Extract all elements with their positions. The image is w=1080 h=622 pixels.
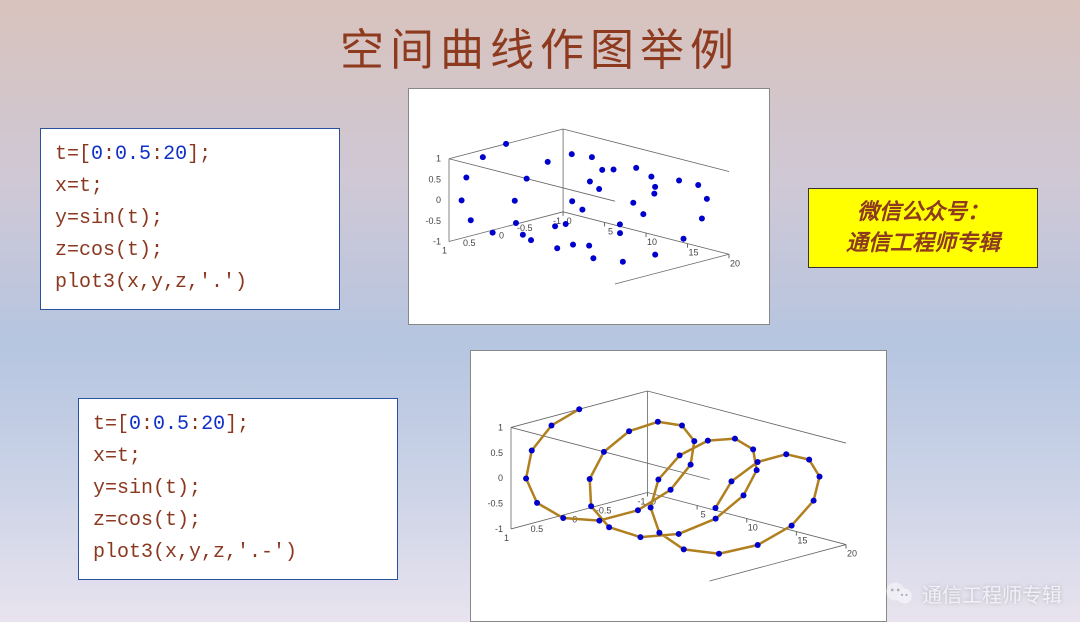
- figure-line: 05101520-1-0.500.51-1-0.500.51: [470, 350, 887, 622]
- svg-text:15: 15: [797, 536, 807, 546]
- code-block-2: t=[0:0.5:20];x=t;y=sin(t);z=cos(t);plot3…: [78, 398, 398, 580]
- svg-text:0.5: 0.5: [531, 524, 544, 534]
- svg-text:5: 5: [701, 510, 706, 520]
- line-svg: 05101520-1-0.500.51-1-0.500.51: [471, 351, 886, 621]
- svg-text:20: 20: [847, 549, 857, 559]
- svg-text:-1: -1: [495, 524, 503, 534]
- svg-text:0.5: 0.5: [463, 238, 476, 248]
- badge-line1: 微信公众号：: [823, 197, 1023, 228]
- svg-text:1: 1: [442, 246, 447, 256]
- badge-line2: 通信工程师专辑: [823, 228, 1023, 259]
- svg-text:0: 0: [499, 231, 504, 241]
- slide-title: 空间曲线作图举例: [0, 14, 1080, 78]
- svg-text:0: 0: [436, 195, 441, 205]
- scatter-svg: 05101520-1-0.500.51-1-0.500.51: [409, 89, 769, 324]
- svg-text:10: 10: [647, 237, 657, 247]
- svg-text:0.5: 0.5: [428, 174, 441, 184]
- watermark: 通信工程师专辑: [884, 578, 1062, 608]
- svg-text:-0.5: -0.5: [487, 499, 503, 509]
- watermark-text: 通信工程师专辑: [922, 579, 1062, 608]
- slide: 空间曲线作图举例 t=[0:0.5:20];x=t;y=sin(t);z=cos…: [0, 0, 1080, 622]
- svg-text:0.5: 0.5: [490, 448, 503, 458]
- svg-text:20: 20: [730, 258, 740, 268]
- svg-text:5: 5: [608, 226, 613, 236]
- wechat-icon: [884, 578, 914, 608]
- svg-text:10: 10: [748, 523, 758, 533]
- svg-text:1: 1: [498, 422, 503, 432]
- svg-text:15: 15: [689, 248, 699, 258]
- svg-text:1: 1: [436, 154, 441, 164]
- svg-text:-0.5: -0.5: [425, 216, 441, 226]
- svg-text:-0.5: -0.5: [517, 223, 533, 233]
- svg-text:0: 0: [498, 473, 503, 483]
- code-block-1: t=[0:0.5:20];x=t;y=sin(t);z=cos(t);plot3…: [40, 128, 340, 310]
- svg-text:1: 1: [504, 533, 509, 543]
- wechat-badge: 微信公众号： 通信工程师专辑: [808, 188, 1038, 268]
- svg-text:-1: -1: [433, 237, 441, 247]
- figure-scatter: 05101520-1-0.500.51-1-0.500.51: [408, 88, 770, 325]
